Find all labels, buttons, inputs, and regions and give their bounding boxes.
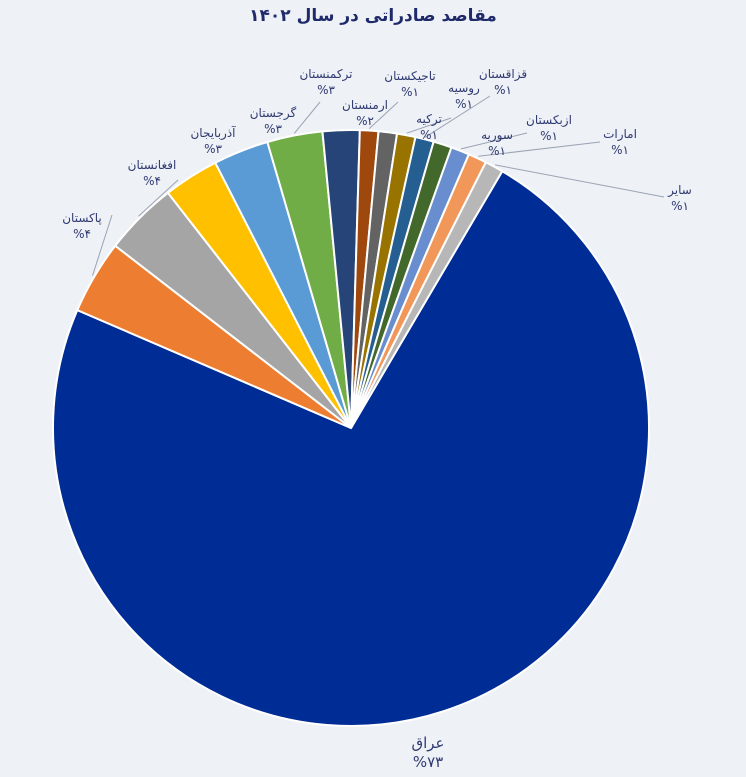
- slice-name-label-2: افغانستان: [128, 158, 177, 172]
- slice-value-label-7: %۱: [401, 85, 419, 99]
- slice-name-label-6: ارمنستان: [342, 98, 388, 113]
- slice-name-label-9: روسیه: [448, 81, 480, 96]
- leader-line-12: [460, 132, 528, 150]
- pie-slices: [52, 128, 650, 727]
- slice-name-label-4: گرجستان: [250, 106, 297, 121]
- slice-name-label-1: پاکستان: [62, 211, 102, 225]
- slice-value-label-0: %۷۳: [413, 753, 443, 771]
- slice-value-label-1: %۴: [73, 227, 91, 241]
- slice-value-label-10: %۱: [494, 83, 512, 97]
- leader-line-14: [495, 164, 665, 198]
- slice-value-label-14: %۱: [671, 199, 689, 213]
- leader-lines: [92, 95, 665, 276]
- leader-line-7: [368, 101, 399, 129]
- slice-name-label-7: تاجیکستان: [384, 69, 435, 83]
- chart-title: مقاصد صادراتی در سال ۱۴۰۲: [249, 6, 497, 26]
- slice-labels: عراق%۷۳پاکستان%۴افغانستان%۴آذربایجان%۳گر…: [62, 67, 692, 771]
- slice-name-label-0: عراق: [411, 734, 444, 752]
- slice-value-label-13: %۱: [611, 143, 629, 157]
- leader-line-2: [138, 179, 179, 217]
- slice-value-label-9: %۱: [455, 97, 473, 111]
- pie-slice-0: [52, 169, 650, 727]
- slice-name-label-5: ترکمنستان: [299, 67, 352, 82]
- slice-value-label-2: %۴: [143, 174, 161, 188]
- slice-value-label-3: %۳: [204, 142, 222, 156]
- leader-line-9: [406, 117, 452, 134]
- slice-name-label-14: سایر: [667, 183, 692, 198]
- slice-value-label-4: %۳: [264, 122, 282, 136]
- slice-name-label-12: ازبکستان: [526, 113, 572, 128]
- slice-value-label-5: %۳: [317, 83, 335, 97]
- slice-value-label-12: %۱: [540, 129, 558, 143]
- leader-line-10: [424, 95, 491, 138]
- slice-name-label-11: سوریه: [481, 128, 513, 143]
- pie-slice-14: [350, 160, 504, 429]
- slice-name-label-8: ترکیه: [416, 112, 442, 127]
- slice-value-label-11: %۱: [488, 144, 506, 158]
- slice-value-label-6: %۲: [356, 114, 374, 128]
- slice-name-label-10: قزاقستان: [479, 67, 527, 82]
- slice-value-label-8: %۱: [420, 128, 438, 142]
- slice-name-label-3: آذربایجان: [190, 125, 236, 141]
- leader-line-1: [92, 214, 113, 276]
- leader-line-13: [478, 141, 601, 157]
- slice-name-label-13: امارات: [603, 127, 637, 142]
- leader-line-5: [293, 101, 321, 134]
